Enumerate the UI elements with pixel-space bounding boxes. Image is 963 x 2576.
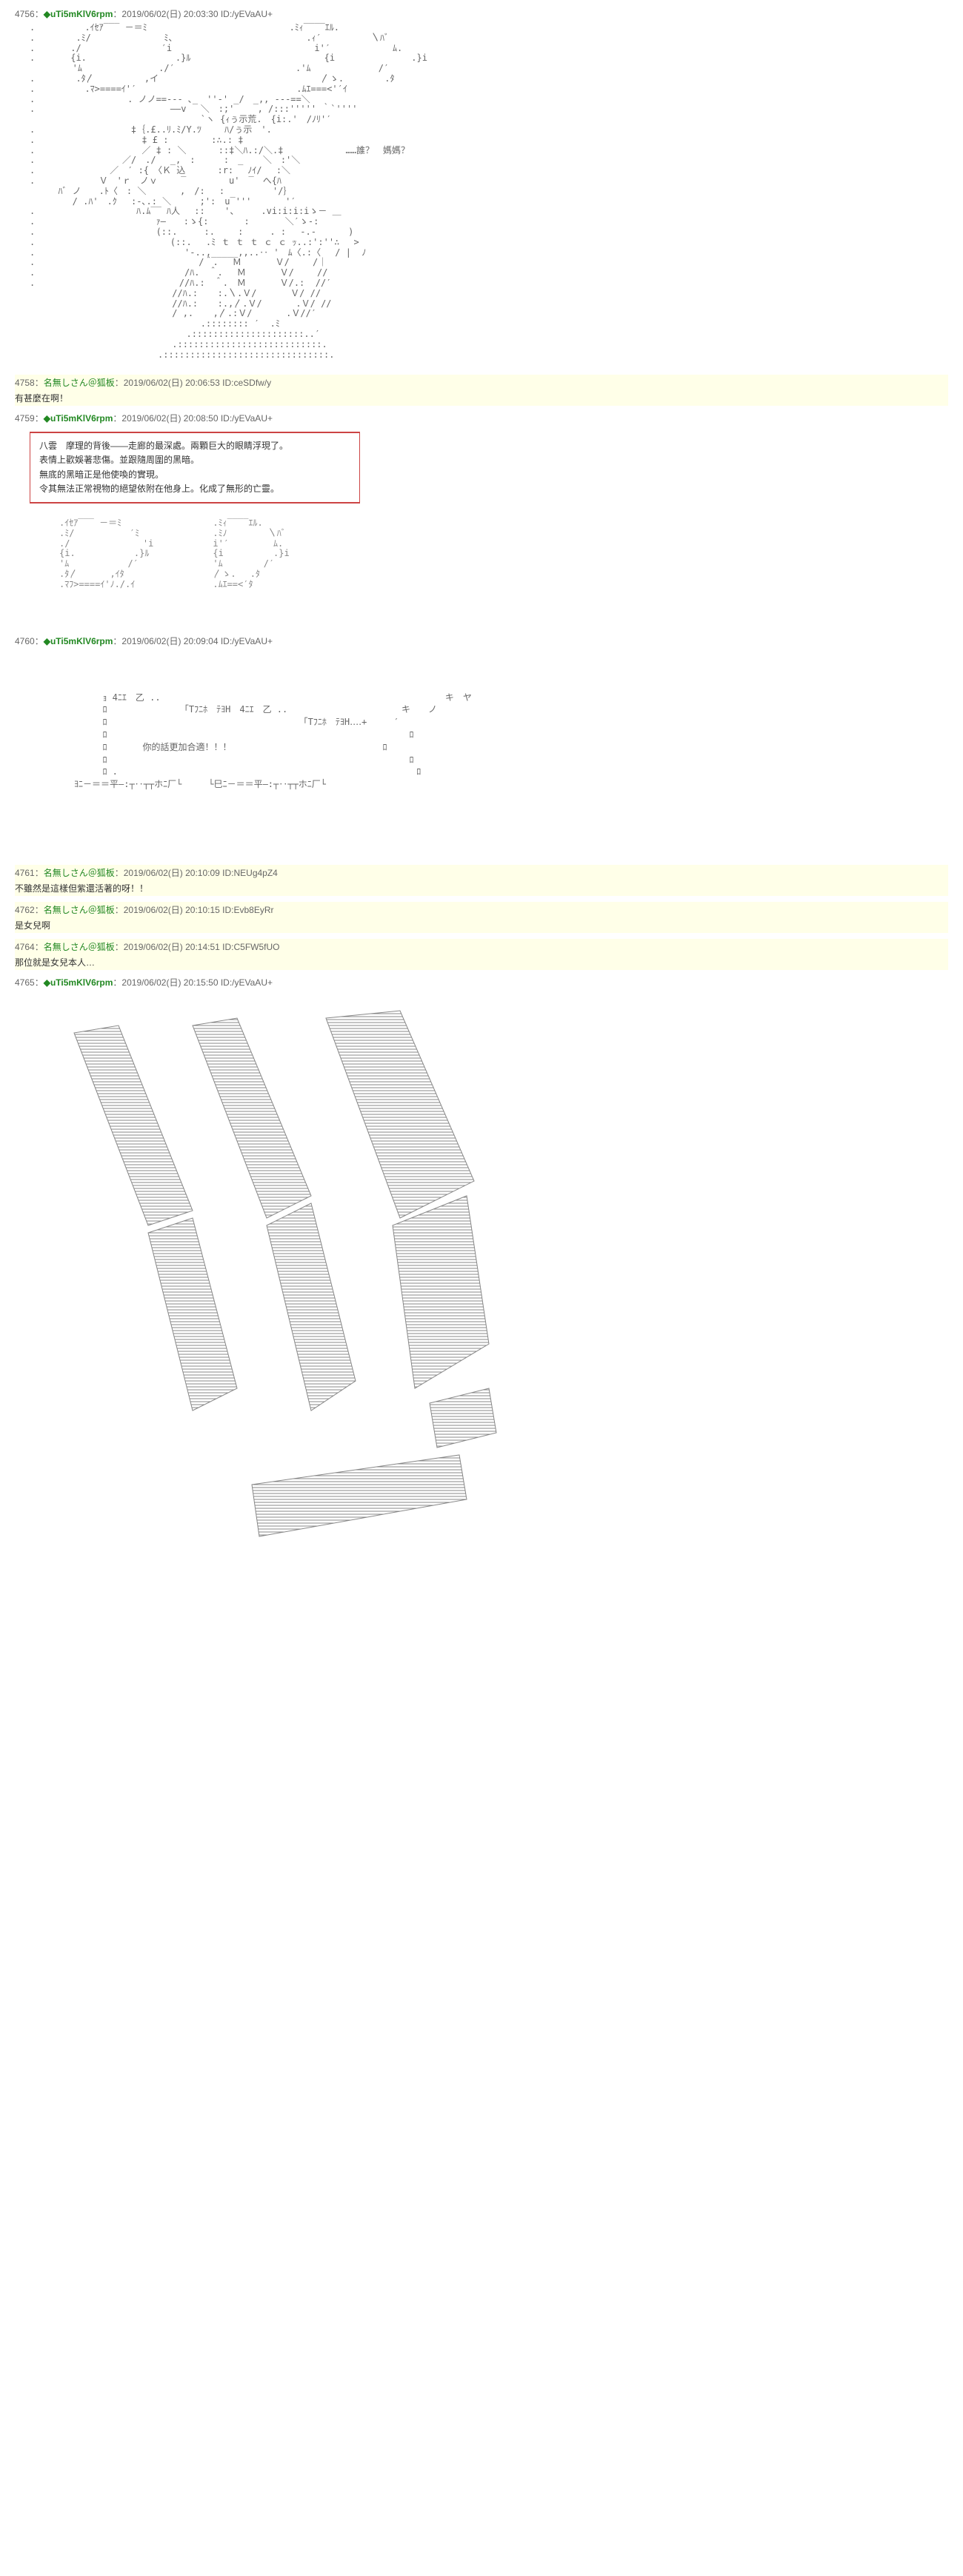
post-meta: ：2019/06/02(日) 20:09:04 ID:/yEVaAU+ (113, 636, 273, 646)
post-header: 4758：名無しさん＠狐板：2019/06/02(日) 20:06:53 ID:… (15, 376, 948, 389)
post-body: 不雖然是這樣但紫還活著的呀！！ (15, 882, 948, 894)
post-4761: 4761：名無しさん＠狐板：2019/06/02(日) 20:10:09 ID:… (15, 865, 948, 896)
narration-box: 八雲 摩理的背後――走廊的最深處。兩顆巨大的眼睛浮現了。 表情上歡娛著悲傷。並跟… (30, 432, 360, 504)
post-meta: ：2019/06/02(日) 20:15:50 ID:/yEVaAU+ (113, 977, 273, 988)
anon-name: 名無しさん＠狐板 (44, 905, 115, 915)
tripcode[interactable]: ◆uTi5mKlV6rpm (44, 977, 113, 988)
post-meta: ：2019/06/02(日) 20:14:51 ID:C5FW5fUO (115, 942, 280, 952)
post-4759: 4759：◆uTi5mKlV6rpm：2019/06/02(日) 20:08:5… (15, 412, 948, 589)
post-header: 4764：名無しさん＠狐板：2019/06/02(日) 20:14:51 ID:… (15, 940, 948, 953)
post-4762: 4762：名無しさん＠狐板：2019/06/02(日) 20:10:15 ID:… (15, 902, 948, 933)
post-header: 4760：◆uTi5mKlV6rpm：2019/06/02(日) 20:09:0… (15, 635, 948, 647)
post-number: 4756 (15, 9, 35, 19)
post-meta: ：2019/06/02(日) 20:08:50 ID:/yEVaAU+ (113, 413, 273, 424)
post-number: 4761 (15, 868, 35, 878)
eye-right: .ﾐｨ‾‾‾‾ｴﾙ. .ﾐﾉ 〵ﾊﾞ i'′ ﾑ. {i .}i 'ﾑ /′ 〳… (213, 518, 289, 590)
post-header: 4756：◆uTi5mKlV6rpm：2019/06/02(日) 20:03:3… (15, 7, 948, 20)
post-4764: 4764：名無しさん＠狐板：2019/06/02(日) 20:14:51 ID:… (15, 939, 948, 970)
post-header: 4759：◆uTi5mKlV6rpm：2019/06/02(日) 20:08:5… (15, 412, 948, 424)
narration-line: 令其無法正常視物的絕望依附在他身上。化成了無形的亡靈。 (39, 482, 350, 496)
anon-name: 名無しさん＠狐板 (44, 868, 115, 878)
post-4765: 4765：◆uTi5mKlV6rpm：2019/06/02(日) 20:15:5… (15, 976, 948, 1583)
post-header: 4765：◆uTi5mKlV6rpm：2019/06/02(日) 20:15:5… (15, 976, 948, 988)
post-meta: ：2019/06/02(日) 20:10:15 ID:Evb8EyRr (115, 905, 274, 915)
post-4756: 4756：◆uTi5mKlV6rpm：2019/06/02(日) 20:03:3… (15, 7, 948, 360)
tripcode[interactable]: ◆uTi5mKlV6rpm (44, 413, 113, 424)
ascii-art-speech: ｮ 4ﾆｴ 乙 .. キ ヤ ﾛ 「Tﾌﾆﾎ ﾃﾖH 4ﾆｴ 乙 .. キ ノ … (74, 692, 948, 791)
anon-name: 名無しさん＠狐板 (44, 378, 115, 388)
anon-name: 名無しさん＠狐板 (44, 942, 115, 952)
post-header: 4761：名無しさん＠狐板：2019/06/02(日) 20:10:09 ID:… (15, 866, 948, 879)
ascii-art-eyes: .ｲｾｱ‾‾‾ －＝ﾐ .ﾐ/ ′ﾐ ./ 'i {i. .}ﾙ 'ﾑ /′ .… (59, 518, 948, 590)
post-meta: ：2019/06/02(日) 20:10:09 ID:NEUg4pZ4 (115, 868, 278, 878)
post-number: 4758 (15, 378, 35, 388)
post-body: 有甚麼在啊！ (15, 392, 948, 404)
post-4760: 4760：◆uTi5mKlV6rpm：2019/06/02(日) 20:09:0… (15, 635, 948, 791)
post-body: 是女兒啊 (15, 919, 948, 931)
ascii-art-bear: . .ｲｾｱ‾‾‾ －＝ﾐ .ﾐｨ‾‾‾‾ｴﾙ. . .ﾐ/ ﾐ、 .ｨ′ 〵ﾊ… (30, 23, 948, 360)
post-number: 4760 (15, 636, 35, 646)
post-number: 4762 (15, 905, 35, 915)
narration-line: 表情上歡娛著悲傷。並跟隨周圍的黑暗。 (39, 453, 350, 467)
eye-left: .ｲｾｱ‾‾‾ －＝ﾐ .ﾐ/ ′ﾐ ./ 'i {i. .}ﾙ 'ﾑ /′ .… (59, 518, 153, 590)
post-number: 4759 (15, 413, 35, 424)
tripcode[interactable]: ◆uTi5mKlV6rpm (44, 636, 113, 646)
narration-line: 八雲 摩理的背後――走廊的最深處。兩顆巨大的眼睛浮現了。 (39, 439, 350, 453)
ascii-art-slash (44, 1003, 948, 1583)
narration-line: 無底的黑暗正是他使喚的實現。 (39, 468, 350, 482)
post-number: 4764 (15, 942, 35, 952)
post-meta: ：2019/06/02(日) 20:06:53 ID:ceSDfw/y (115, 378, 271, 388)
post-body: 那位就是女兒本人… (15, 956, 948, 968)
tripcode[interactable]: ◆uTi5mKlV6rpm (44, 9, 113, 19)
post-header: 4762：名無しさん＠狐板：2019/06/02(日) 20:10:15 ID:… (15, 903, 948, 916)
post-number: 4765 (15, 977, 35, 988)
post-4758: 4758：名無しさん＠狐板：2019/06/02(日) 20:06:53 ID:… (15, 375, 948, 406)
post-meta: ：2019/06/02(日) 20:03:30 ID:/yEVaAU+ (113, 9, 273, 19)
